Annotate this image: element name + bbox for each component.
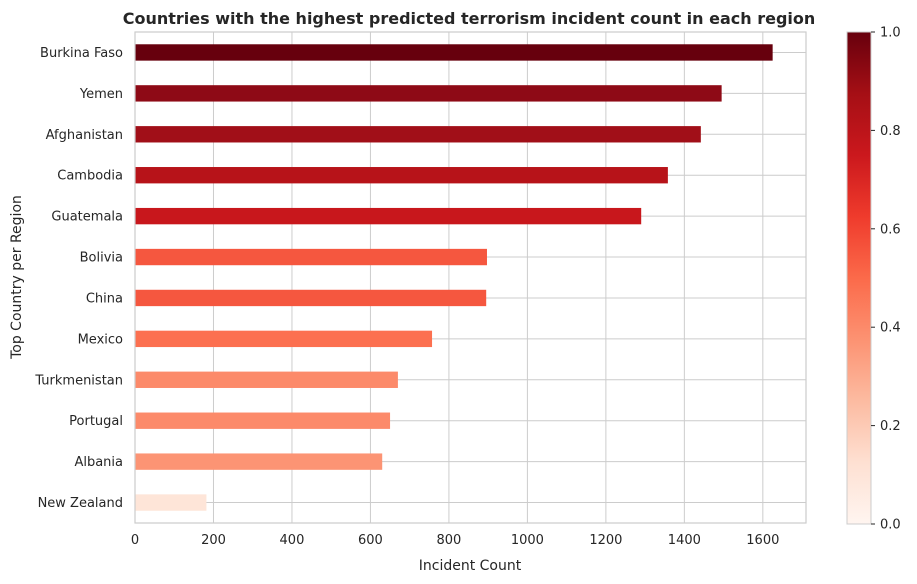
y-tick-label: New Zealand — [38, 496, 123, 511]
x-axis-title: Incident Count — [419, 558, 522, 574]
y-tick-labels: Burkina Faso Yemen Afghanistan Cambodia Guat… — [34, 46, 123, 511]
bar — [135, 412, 391, 429]
bar — [135, 248, 487, 266]
y-tick-label: Turkmenistan — [34, 373, 123, 388]
x-tick-label: 600 — [358, 533, 383, 548]
x-tick-label: 1400 — [668, 533, 701, 548]
bar — [135, 289, 487, 307]
colorbar-tick-label: 0.4 — [880, 321, 901, 336]
colorbar-tick-label: 0.0 — [880, 518, 901, 533]
y-tick-label: Mexico — [78, 332, 123, 347]
y-tick-label: Cambodia — [57, 169, 123, 184]
x-tick-label: 200 — [201, 533, 226, 548]
x-tick-labels: 0 200 400 600 800 1000 1200 1400 1600 — [131, 533, 780, 548]
bar — [135, 126, 701, 143]
colorbar-tick-label: 0.8 — [880, 124, 901, 139]
y-tick-label: Portugal — [69, 414, 123, 429]
bar — [135, 44, 773, 61]
x-tick-label: 1000 — [511, 533, 544, 548]
bars — [135, 44, 773, 511]
bar — [135, 85, 722, 102]
bar — [135, 167, 668, 184]
y-tick-label: Bolivia — [80, 251, 123, 266]
y-tick-label: China — [86, 291, 123, 306]
y-tick-label: Guatemala — [51, 210, 123, 225]
x-tick-label: 400 — [280, 533, 305, 548]
y-tick-label: Albania — [74, 455, 123, 470]
x-tick-label: 800 — [437, 533, 462, 548]
y-tick-label: Yemen — [79, 87, 123, 102]
grid-lines — [134, 32, 806, 523]
y-tick-label: Burkina Faso — [40, 46, 123, 61]
x-tick-label: 0 — [131, 533, 139, 548]
x-tick-label: 1600 — [746, 533, 779, 548]
bar — [135, 453, 383, 470]
y-axis-title: Top Country per Region — [9, 195, 25, 360]
y-tick-label: Afghanistan — [46, 128, 123, 143]
x-tick-label: 1200 — [589, 533, 622, 548]
bar — [135, 371, 398, 388]
bar — [135, 207, 642, 225]
plot-frame — [134, 31, 807, 524]
colorbar-tick-label: 0.6 — [880, 222, 901, 237]
chart-title: Countries with the highest predicted ter… — [123, 9, 816, 28]
bar — [135, 330, 433, 348]
colorbar-tick-labels: 0.0 0.2 0.4 0.6 0.8 1.0 — [871, 26, 901, 533]
colorbar — [846, 31, 872, 525]
colorbar-tick-label: 0.2 — [880, 419, 901, 434]
bar — [135, 494, 207, 511]
colorbar-tick-label: 1.0 — [880, 26, 901, 41]
